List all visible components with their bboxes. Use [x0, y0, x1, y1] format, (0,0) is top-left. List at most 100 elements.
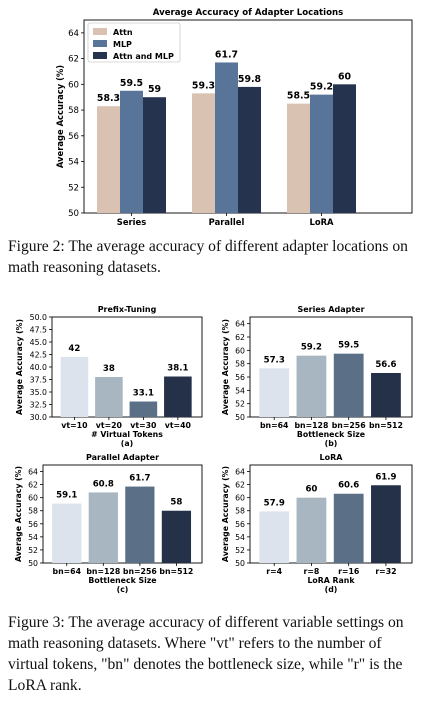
y-tick-label: 58 [235, 360, 245, 369]
bar-bn-256 [125, 486, 155, 563]
x-tick-label: bn=64 [260, 421, 289, 430]
y-tick-label: 58 [28, 507, 38, 516]
y-tick-label: 50 [235, 413, 245, 422]
legend-swatch [93, 28, 107, 35]
data-label: 60 [305, 485, 317, 495]
y-tick-label: 64 [68, 29, 79, 39]
y-tick-label: 64 [235, 320, 245, 329]
x-tick-label: bn=512 [369, 421, 403, 430]
x-axis-label: Bottleneck Size [297, 430, 365, 439]
data-label: 59 [148, 84, 161, 95]
y-axis-label: Average Accuracy (%) [14, 466, 23, 562]
bar-bn-64 [259, 368, 290, 417]
y-tick-label: 35.0 [30, 388, 47, 397]
chart-title: Average Accuracy of Adapter Locations [153, 8, 344, 18]
chart-d: 50 52 54 56 58 60 62 64 LoRA Average Accuracy (%)… [221, 453, 413, 594]
y-tick-label: 56 [235, 373, 245, 382]
plot-frame [42, 464, 203, 564]
bar-series-attn [97, 106, 120, 213]
x-axis-label: # Virtual Tokens [91, 430, 163, 439]
data-label: 59.3 [192, 80, 215, 91]
figure-3-caption: Figure 3: The average accuracy of differ… [8, 614, 404, 694]
bar-r-32 [371, 485, 401, 563]
bar-series-mlp [120, 90, 143, 213]
subfigure-label: (d) [325, 585, 338, 594]
bar-r-4 [259, 511, 290, 563]
data-label: 61.7 [215, 49, 238, 60]
x-tick-label: Series [117, 217, 146, 227]
y-tick-label: 58 [235, 507, 245, 516]
bar-vt-20 [95, 377, 123, 417]
x-axis-label: Bottleneck Size [88, 576, 156, 585]
x-tick-label: bn=256 [332, 421, 366, 430]
y-tick-label: 45.0 [30, 338, 47, 347]
y-tick-label: 50 [68, 209, 79, 219]
y-axis-label: Average Accuracy (%) [221, 466, 230, 562]
chart-a: 30.0 32.5 35.0 37.5 40.0 42.5 45.0 47.5 50.0 Pref… [15, 305, 203, 448]
data-label: 59.5 [338, 341, 359, 351]
x-tick-label: vt=40 [165, 421, 192, 430]
y-tick-label: 62 [28, 481, 38, 490]
y-tick-label: 62 [235, 333, 245, 342]
chart-b: 50 52 54 56 58 60 62 64 Series Adapter Average Ac… [221, 305, 413, 448]
y-tick-label: 52 [235, 400, 245, 409]
x-tick-label: r=16 [338, 567, 359, 576]
y-tick-label: 56 [28, 520, 38, 529]
bar-bn-128 [88, 492, 118, 563]
bar-vt-30 [129, 401, 158, 417]
data-label: 57.3 [264, 355, 285, 365]
y-tick-label: 64 [235, 468, 245, 477]
chart-title: Series Adapter [297, 305, 364, 314]
data-label: 38.1 [167, 364, 188, 374]
y-tick-label: 56 [68, 132, 79, 142]
data-label: 56.6 [375, 360, 396, 370]
data-label: 42 [68, 344, 80, 354]
data-label: 59.2 [310, 82, 333, 93]
bar-parallel-mlp [215, 62, 238, 214]
data-label: 61.9 [375, 472, 396, 482]
data-label: 59.2 [301, 343, 322, 353]
bar-bn-512 [161, 510, 192, 563]
y-tick-label: 54 [235, 533, 245, 542]
y-tick-label: 52 [235, 546, 245, 555]
bar-bn-64 [52, 503, 82, 563]
y-tick-label: 42.5 [30, 351, 47, 360]
bar-lora-attn [287, 103, 310, 213]
bar-parallel-attn-and-mlp [238, 86, 261, 213]
legend-swatch [93, 40, 107, 47]
y-tick-label: 56 [235, 520, 245, 529]
bar-lora-mlp [310, 94, 333, 213]
chart-c: 50 52 54 56 58 60 62 64 Parallel Adapter Average … [14, 453, 203, 594]
y-axis-label: Average Accuracy (%) [55, 65, 65, 168]
x-tick-label: vt=20 [96, 421, 123, 430]
data-label: 59.1 [56, 491, 77, 501]
data-label: 60.8 [93, 479, 114, 489]
x-tick-label: bn=64 [53, 567, 82, 576]
data-label: 58 [170, 498, 182, 508]
subfigure-label: (c) [117, 585, 129, 594]
chart-title: Prefix-Tuning [98, 305, 157, 314]
data-label: 57.9 [264, 498, 285, 508]
y-tick-label: 60 [235, 494, 245, 503]
bar-vt-40 [164, 376, 192, 417]
y-axis-label: Average Accuracy (%) [15, 319, 24, 415]
y-tick-label: 52 [68, 183, 79, 193]
x-tick-label: bn=256 [123, 567, 157, 576]
y-tick-label: 50 [28, 559, 38, 568]
x-tick-label: vt=10 [61, 421, 88, 430]
x-tick-label: Parallel [209, 217, 245, 227]
legend-label: Attn and MLP [113, 52, 174, 61]
bar-r-16 [333, 493, 364, 563]
bar-bn-128 [296, 355, 327, 417]
y-tick-label: 58 [68, 106, 79, 116]
chart-title: LoRA [320, 453, 344, 462]
data-label: 38 [103, 364, 115, 374]
y-tick-label: 62 [68, 55, 79, 65]
data-label: 59.8 [238, 74, 261, 85]
y-tick-label: 64 [28, 468, 38, 477]
y-tick-label: 47.5 [30, 326, 47, 335]
x-tick-label: r=32 [375, 567, 396, 576]
y-tick-label: 37.5 [30, 376, 47, 385]
y-tick-label: 30.0 [30, 413, 47, 422]
x-tick-label: bn=512 [159, 567, 193, 576]
